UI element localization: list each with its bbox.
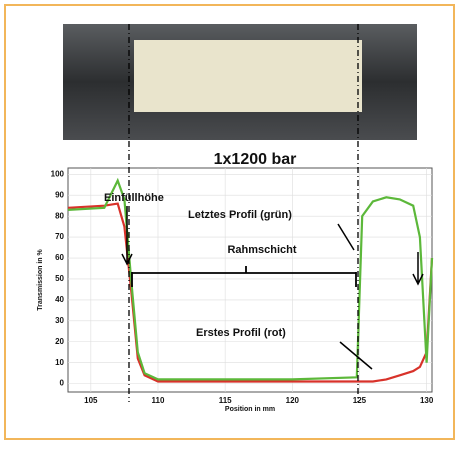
arrow	[339, 341, 373, 370]
y-tick-label: 20	[55, 337, 64, 346]
x-axis-label: Position in mm	[225, 406, 275, 413]
y-tick-label: 70	[55, 232, 64, 241]
profile-line	[67, 177, 434, 381]
profile-line	[67, 202, 434, 383]
y-tick-label: 100	[51, 169, 65, 178]
bracket	[131, 266, 357, 287]
arrow	[337, 223, 355, 251]
y-tick-label: 50	[55, 274, 64, 283]
annotation: Letztes Profil (grün)	[188, 209, 292, 221]
y-tick-label: 10	[55, 358, 64, 367]
y-tick-label: 60	[55, 253, 64, 262]
y-tick-label: 90	[55, 190, 64, 199]
annotation: Erstes Profil (rot)	[196, 327, 286, 339]
x-tick-label: 125	[353, 396, 367, 405]
arrow	[412, 252, 424, 286]
chart-title: 1x1200 bar	[214, 151, 297, 168]
annotation: Einfüllhöhe	[104, 192, 164, 204]
y-tick-label: 80	[55, 211, 64, 220]
y-axis-label: Transmission in %	[37, 248, 44, 310]
x-tick-label: 120	[286, 396, 300, 405]
arrow	[121, 206, 133, 266]
y-tick-label: 30	[55, 316, 64, 325]
y-tick-label: 40	[55, 295, 64, 304]
y-tick-label: 0	[60, 379, 65, 388]
x-tick-label: 110	[152, 396, 165, 405]
annotation: Rahmschicht	[227, 244, 296, 256]
x-tick-label: 115	[219, 396, 232, 405]
x-tick-label: 105	[84, 396, 98, 405]
cream-sample	[134, 40, 362, 112]
x-tick-label: 130	[420, 396, 434, 405]
